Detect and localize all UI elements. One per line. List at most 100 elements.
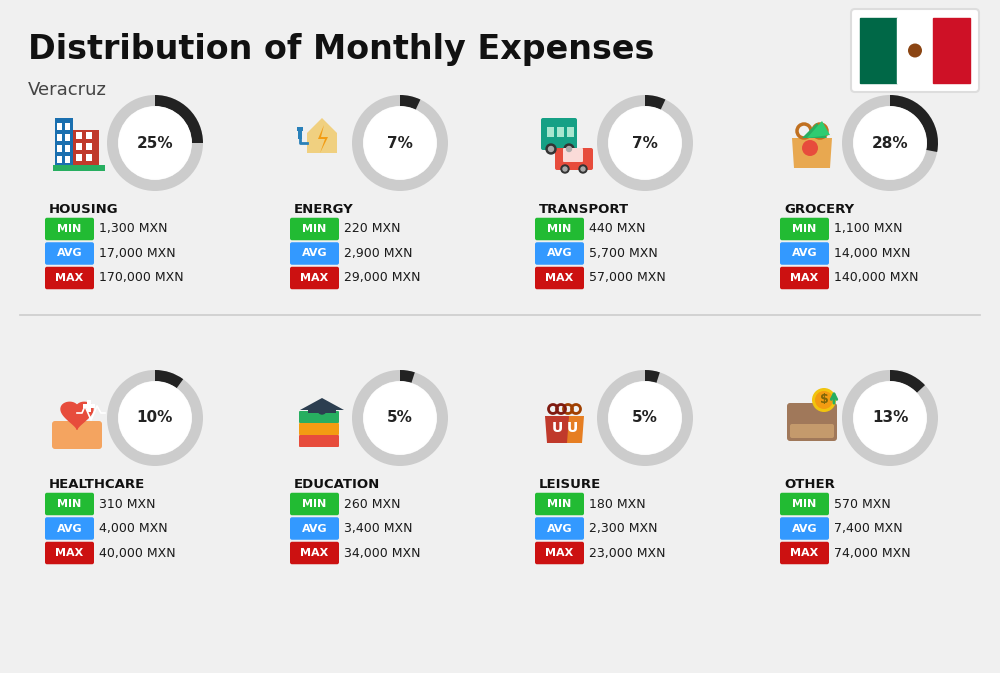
Text: 29,000 MXN: 29,000 MXN <box>344 271 421 285</box>
Text: OTHER: OTHER <box>784 478 835 491</box>
Text: 25%: 25% <box>137 135 173 151</box>
Text: 440 MXN: 440 MXN <box>589 223 646 236</box>
Text: 5%: 5% <box>632 411 658 425</box>
FancyBboxPatch shape <box>787 403 837 441</box>
Wedge shape <box>890 370 925 392</box>
Text: Distribution of Monthly Expenses: Distribution of Monthly Expenses <box>28 33 654 66</box>
Wedge shape <box>400 95 420 110</box>
Text: 1,100 MXN: 1,100 MXN <box>834 223 902 236</box>
Text: AVG: AVG <box>302 248 327 258</box>
Wedge shape <box>645 95 665 110</box>
Polygon shape <box>750 0 920 673</box>
Text: MAX: MAX <box>300 273 329 283</box>
Polygon shape <box>350 0 520 673</box>
Wedge shape <box>890 95 938 152</box>
Polygon shape <box>150 0 320 673</box>
Circle shape <box>854 107 926 179</box>
Polygon shape <box>550 0 720 673</box>
FancyBboxPatch shape <box>299 411 339 423</box>
Text: AVG: AVG <box>302 524 327 534</box>
Text: MAX: MAX <box>300 548 329 558</box>
Wedge shape <box>645 370 660 383</box>
Polygon shape <box>300 0 470 673</box>
Polygon shape <box>175 0 345 673</box>
Text: 2,300 MXN: 2,300 MXN <box>589 522 658 535</box>
Bar <box>83 404 95 408</box>
Circle shape <box>561 165 569 173</box>
Text: 5,700 MXN: 5,700 MXN <box>589 247 658 260</box>
Polygon shape <box>75 0 245 673</box>
Polygon shape <box>950 0 1000 673</box>
Text: MIN: MIN <box>302 499 327 509</box>
Text: 570 MXN: 570 MXN <box>834 497 891 511</box>
Polygon shape <box>525 0 695 673</box>
Bar <box>547 127 554 137</box>
Bar <box>86 143 92 150</box>
FancyBboxPatch shape <box>535 493 584 516</box>
Polygon shape <box>125 0 295 673</box>
Bar <box>897 18 933 83</box>
Polygon shape <box>800 0 970 673</box>
Circle shape <box>548 147 554 151</box>
Text: ×: × <box>910 44 920 57</box>
Polygon shape <box>650 0 820 673</box>
Wedge shape <box>155 370 183 388</box>
Text: MIN: MIN <box>547 224 572 234</box>
Wedge shape <box>107 95 203 191</box>
FancyBboxPatch shape <box>535 518 584 540</box>
Bar <box>55 118 73 168</box>
Text: 170,000 MXN: 170,000 MXN <box>99 271 184 285</box>
Polygon shape <box>775 0 945 673</box>
FancyBboxPatch shape <box>52 421 102 449</box>
FancyBboxPatch shape <box>290 218 339 240</box>
Text: MIN: MIN <box>792 224 817 234</box>
Text: MIN: MIN <box>57 224 82 234</box>
Polygon shape <box>600 0 770 673</box>
Polygon shape <box>100 0 270 673</box>
Bar <box>86 154 92 161</box>
Polygon shape <box>807 121 830 138</box>
Bar <box>308 407 336 413</box>
Polygon shape <box>25 0 195 673</box>
Polygon shape <box>225 0 395 673</box>
Text: LEISURE: LEISURE <box>539 478 601 491</box>
Text: $: $ <box>820 394 828 406</box>
Polygon shape <box>50 0 220 673</box>
Polygon shape <box>318 125 328 153</box>
Text: AVG: AVG <box>792 248 817 258</box>
FancyBboxPatch shape <box>535 542 584 564</box>
Text: MIN: MIN <box>302 224 327 234</box>
Polygon shape <box>500 0 670 673</box>
Bar <box>933 18 970 83</box>
Text: AVG: AVG <box>57 248 82 258</box>
FancyBboxPatch shape <box>45 493 94 516</box>
FancyBboxPatch shape <box>535 267 584 289</box>
Polygon shape <box>545 416 569 443</box>
Text: 17,000 MXN: 17,000 MXN <box>99 247 176 260</box>
Polygon shape <box>325 0 495 673</box>
Text: 140,000 MXN: 140,000 MXN <box>834 271 918 285</box>
Text: EDUCATION: EDUCATION <box>294 478 380 491</box>
Text: 23,000 MXN: 23,000 MXN <box>589 546 666 559</box>
Text: 180 MXN: 180 MXN <box>589 497 646 511</box>
FancyBboxPatch shape <box>780 493 829 516</box>
Text: 4,000 MXN: 4,000 MXN <box>99 522 168 535</box>
FancyBboxPatch shape <box>790 424 834 438</box>
Bar <box>860 18 897 83</box>
Text: 74,000 MXN: 74,000 MXN <box>834 546 911 559</box>
Circle shape <box>579 165 587 173</box>
FancyBboxPatch shape <box>45 518 94 540</box>
Text: HEALTHCARE: HEALTHCARE <box>49 478 145 491</box>
Polygon shape <box>975 0 1000 673</box>
Text: 260 MXN: 260 MXN <box>344 497 401 511</box>
Polygon shape <box>675 0 845 673</box>
Circle shape <box>812 388 836 412</box>
FancyBboxPatch shape <box>45 218 94 240</box>
Text: U: U <box>566 421 578 435</box>
Text: TRANSPORT: TRANSPORT <box>539 203 629 216</box>
FancyBboxPatch shape <box>535 242 584 264</box>
Wedge shape <box>107 370 203 466</box>
Polygon shape <box>802 123 827 138</box>
Polygon shape <box>307 118 337 153</box>
FancyBboxPatch shape <box>45 267 94 289</box>
